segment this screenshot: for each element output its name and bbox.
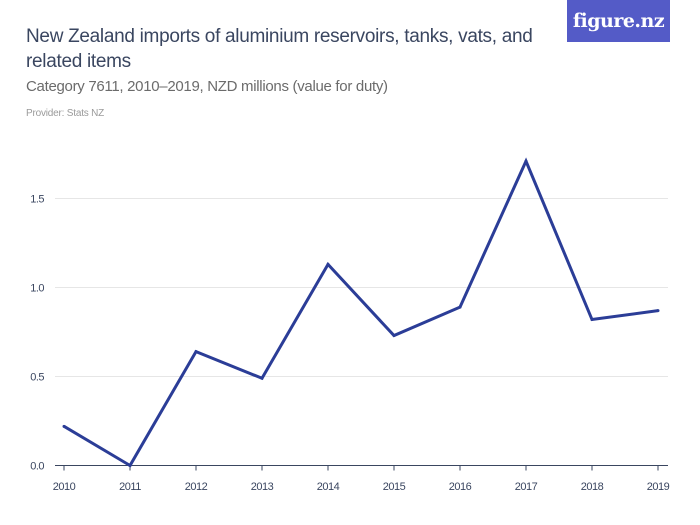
series-line [63,157,659,468]
y-tick-label: 0.5 [30,372,44,384]
x-tick-label: 2012 [185,481,208,493]
x-tick-label: 2014 [317,481,340,493]
data-point-2013 [260,376,264,380]
provider-label: Provider: Stats NZ [26,108,105,119]
data-point-2019 [656,309,660,313]
data-point-2010 [62,424,66,428]
data-point-2014 [326,262,330,266]
x-tick-label: 2011 [119,481,141,493]
x-tick-label: 2018 [581,481,604,493]
data-point-2012 [194,350,198,354]
figure-nz-logo[interactable]: figure.nz [567,0,670,42]
chart-title: New Zealand imports of aluminium reservo… [26,26,533,72]
data-point-2018 [590,318,594,322]
x-tick-label: 2017 [515,481,538,493]
data-point-2016 [458,305,462,309]
x-tick-label: 2015 [383,481,406,493]
x-tick-label: 2013 [251,481,274,493]
x-tick-label: 2010 [53,481,76,493]
data-point-2017 [524,159,528,163]
y-tick-label: 1.5 [30,194,44,206]
data-point-2011 [128,464,132,467]
y-tick-label: 0.0 [30,461,44,473]
y-tick-label: 1.0 [30,283,44,295]
x-tick-label: 2019 [647,481,670,493]
x-tick-label: 2016 [449,481,472,493]
data-point-2015 [392,334,396,338]
chart-subtitle: Category 7611, 2010–2019, NZD millions (… [26,78,388,95]
